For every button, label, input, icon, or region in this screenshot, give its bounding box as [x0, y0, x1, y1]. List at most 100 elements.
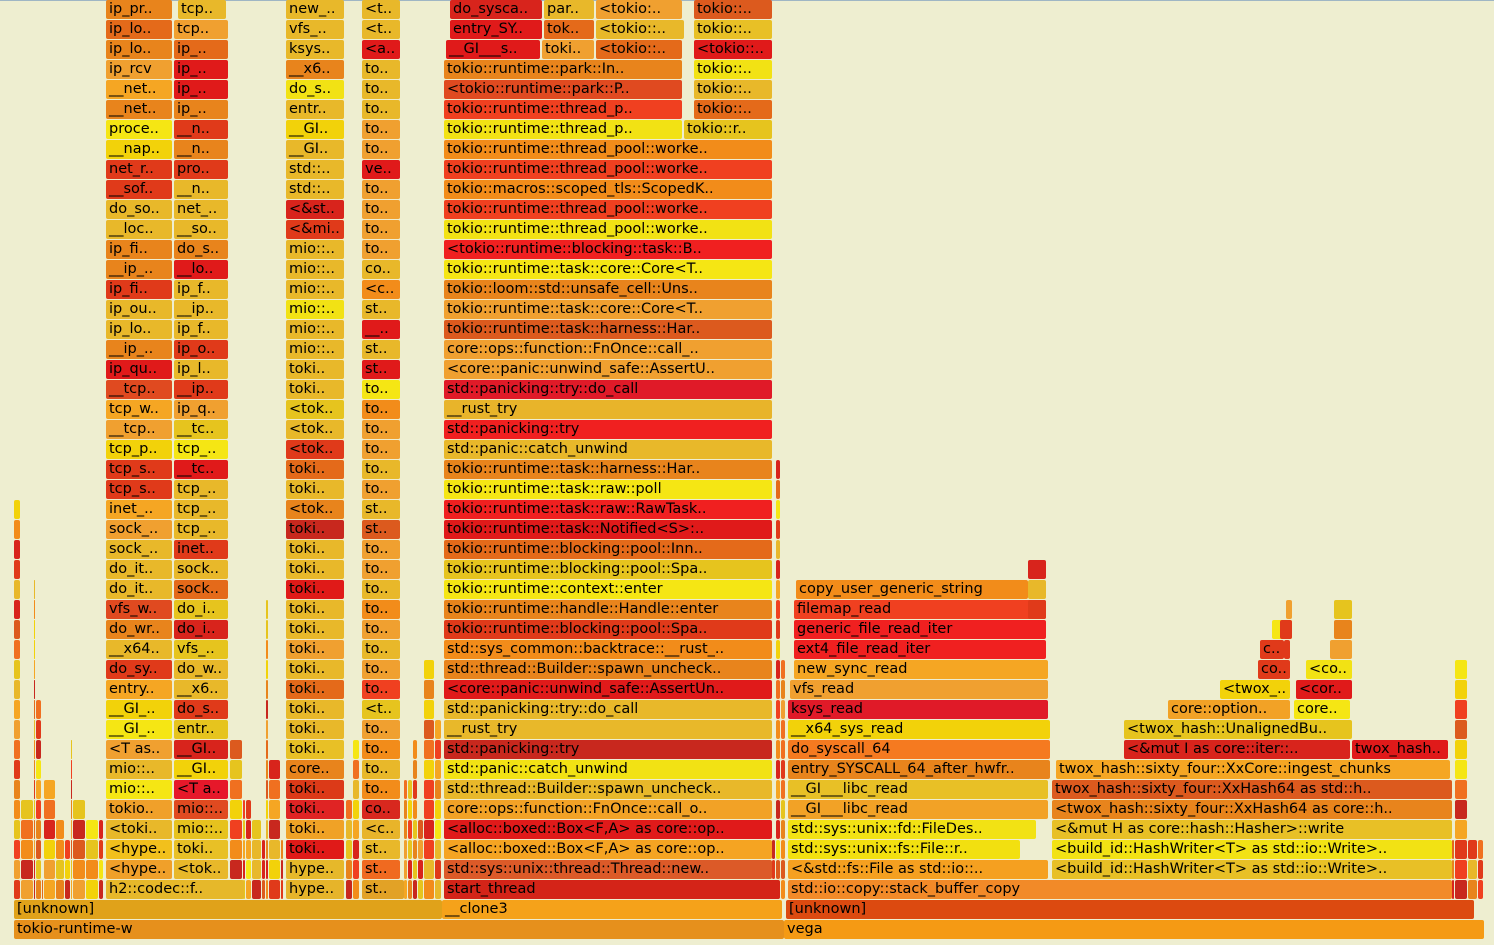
narrow-frame[interactable]: [1468, 840, 1477, 859]
narrow-frame[interactable]: [781, 820, 785, 839]
flame-frame[interactable]: to..: [362, 220, 400, 239]
narrow-frame[interactable]: [1478, 840, 1483, 859]
narrow-frame[interactable]: [71, 740, 72, 759]
flame-frame[interactable]: tcp_..: [174, 480, 228, 499]
flame-frame[interactable]: ip_fi..: [106, 240, 172, 259]
flame-frame[interactable]: ip_..: [174, 60, 228, 79]
narrow-frame[interactable]: [262, 880, 265, 899]
narrow-frame[interactable]: [266, 720, 268, 739]
narrow-frame[interactable]: [1452, 840, 1454, 859]
narrow-frame[interactable]: [14, 720, 20, 739]
narrow-frame[interactable]: [14, 860, 20, 879]
flame-frame[interactable]: <tokio::runtime::park::P..: [444, 80, 682, 99]
narrow-frame[interactable]: [418, 840, 423, 859]
flame-frame[interactable]: start_thread: [444, 880, 780, 899]
narrow-frame[interactable]: [266, 680, 268, 699]
flame-frame[interactable]: mio::..: [286, 260, 344, 279]
flame-frame[interactable]: __x6..: [174, 680, 228, 699]
narrow-frame[interactable]: [776, 500, 780, 519]
flame-frame[interactable]: tokio::macros::scoped_tls::ScopedK..: [444, 180, 772, 199]
narrow-frame[interactable]: [269, 780, 280, 799]
narrow-frame[interactable]: [21, 880, 33, 899]
flame-frame[interactable]: h2::codec::f..: [106, 880, 244, 899]
flame-frame[interactable]: <c..: [362, 280, 400, 299]
flame-frame[interactable]: vega: [784, 920, 1484, 939]
flame-frame[interactable]: to..: [362, 100, 400, 119]
flame-frame[interactable]: __x64_sys_read: [788, 720, 1050, 739]
flame-frame[interactable]: sock..: [174, 560, 228, 579]
narrow-frame[interactable]: [776, 700, 780, 719]
flame-frame[interactable]: <tokio:..: [596, 0, 682, 19]
flame-frame[interactable]: __GI_..: [106, 700, 172, 719]
narrow-frame[interactable]: [776, 720, 780, 739]
narrow-frame[interactable]: [36, 800, 41, 819]
flame-frame[interactable]: <alloc::boxed::Box<F,A> as core::op..: [444, 820, 772, 839]
narrow-frame[interactable]: [44, 860, 55, 879]
flame-frame[interactable]: toki..: [286, 520, 344, 539]
narrow-frame[interactable]: [1455, 840, 1467, 859]
narrow-frame[interactable]: [266, 880, 268, 899]
flame-frame[interactable]: <t..: [362, 700, 400, 719]
narrow-frame[interactable]: [776, 860, 780, 879]
narrow-frame[interactable]: [230, 840, 242, 859]
flame-frame[interactable]: do_s..: [286, 80, 344, 99]
narrow-frame[interactable]: [14, 740, 20, 759]
flame-frame[interactable]: tokio::runtime::thread_pool::worke..: [444, 200, 772, 219]
flame-frame[interactable]: net_r..: [106, 160, 172, 179]
flame-frame[interactable]: <tok..: [286, 500, 344, 519]
narrow-frame[interactable]: [36, 820, 41, 839]
flame-frame[interactable]: entry_SY..: [450, 20, 542, 39]
narrow-frame[interactable]: [1455, 700, 1467, 719]
flame-frame[interactable]: std::sys::unix::fs::File::r..: [788, 840, 1020, 859]
narrow-frame[interactable]: [408, 840, 412, 859]
narrow-frame[interactable]: [14, 620, 20, 639]
flame-frame[interactable]: __rust_try: [444, 720, 772, 739]
flame-frame[interactable]: [1334, 620, 1352, 639]
flame-frame[interactable]: tcp_w..: [106, 400, 172, 419]
narrow-frame[interactable]: [269, 820, 280, 839]
flame-frame[interactable]: to..: [362, 460, 400, 479]
narrow-frame[interactable]: [1455, 720, 1467, 739]
flame-frame[interactable]: <tokio::runtime::blocking::task::B..: [444, 240, 772, 259]
narrow-frame[interactable]: [99, 860, 103, 879]
flame-frame[interactable]: to..: [362, 780, 400, 799]
narrow-frame[interactable]: [73, 840, 85, 859]
flame-frame[interactable]: do_it..: [106, 580, 172, 599]
flame-frame[interactable]: proce..: [106, 120, 172, 139]
narrow-frame[interactable]: [1478, 860, 1483, 879]
flame-frame[interactable]: core::ops::function::FnOnce::call_..: [444, 340, 772, 359]
narrow-frame[interactable]: [781, 760, 785, 779]
flame-frame[interactable]: tokio::runtime::task::core::Core<T..: [444, 260, 772, 279]
flame-frame[interactable]: co..: [362, 800, 400, 819]
flame-frame[interactable]: to..: [362, 760, 400, 779]
narrow-frame[interactable]: [86, 880, 98, 899]
narrow-frame[interactable]: [36, 860, 41, 879]
flame-frame[interactable]: toki..: [286, 640, 344, 659]
flame-frame[interactable]: to..: [362, 600, 400, 619]
flame-frame[interactable]: par..: [544, 0, 594, 19]
flame-frame[interactable]: <hype..: [106, 860, 172, 879]
flame-frame[interactable]: <tok..: [286, 420, 344, 439]
narrow-frame[interactable]: [65, 860, 70, 879]
flame-frame[interactable]: [1334, 600, 1352, 619]
flame-frame[interactable]: to..: [362, 620, 400, 639]
flame-frame[interactable]: st..: [362, 840, 400, 859]
flame-frame[interactable]: tokio::r..: [684, 120, 772, 139]
narrow-frame[interactable]: [781, 720, 785, 739]
narrow-frame[interactable]: [86, 860, 98, 879]
narrow-frame[interactable]: [776, 620, 780, 639]
flame-frame[interactable]: inet..: [174, 540, 228, 559]
narrow-frame[interactable]: [230, 820, 242, 839]
narrow-frame[interactable]: [252, 880, 261, 899]
flame-frame[interactable]: std::sys::unix::fd::FileDes..: [788, 820, 1036, 839]
flame-frame[interactable]: std::panicking::try::do_call: [444, 700, 772, 719]
narrow-frame[interactable]: [34, 860, 35, 879]
narrow-frame[interactable]: [243, 860, 245, 879]
flame-frame[interactable]: do_so..: [106, 200, 172, 219]
narrow-frame[interactable]: [413, 760, 417, 779]
narrow-frame[interactable]: [424, 720, 434, 739]
narrow-frame[interactable]: [353, 820, 359, 839]
flame-frame[interactable]: tok..: [544, 20, 594, 39]
flame-frame[interactable]: tokio::loom::std::unsafe_cell::Uns..: [444, 280, 772, 299]
flame-frame[interactable]: tokio::runtime::task::harness::Har..: [444, 460, 772, 479]
